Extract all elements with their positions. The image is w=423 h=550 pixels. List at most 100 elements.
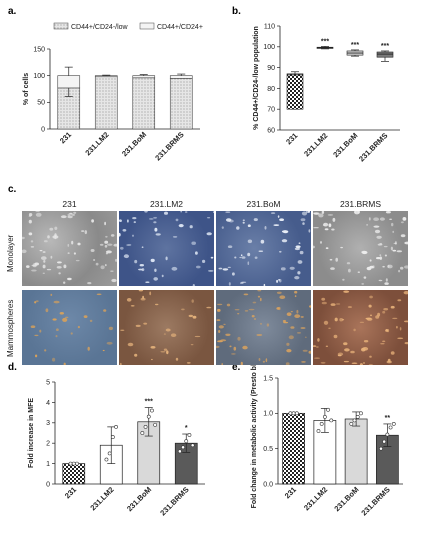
cell-speck: [299, 250, 304, 255]
cell-speck: [400, 234, 406, 238]
cell-speck: [294, 314, 301, 318]
cell-speck: [308, 229, 311, 233]
cell-speck: [304, 336, 307, 338]
significance-label: **: [385, 415, 391, 422]
cell-speck: [149, 291, 152, 296]
cell-speck: [285, 362, 290, 365]
cell-speck: [153, 216, 157, 219]
cell-speck: [155, 233, 161, 236]
cell-speck: [288, 335, 294, 340]
cell-speck: [192, 284, 195, 286]
cell-speck: [161, 274, 164, 278]
cell-speck: [302, 222, 305, 225]
data-point: [349, 422, 354, 426]
col-label-231-lm2: 231.LM2: [149, 199, 184, 209]
cell-speck: [186, 362, 191, 364]
cell-speck: [242, 221, 245, 224]
cell-speck: [105, 235, 108, 238]
cell-speck: [35, 300, 39, 303]
cell-speck: [295, 245, 301, 249]
cell-speck: [286, 312, 292, 316]
cell-speck: [343, 342, 348, 346]
x-tick-label: 231.BoM: [120, 130, 148, 158]
col-label-231-brms: 231.BRMS: [339, 199, 382, 209]
cell-speck: [141, 268, 145, 272]
cell-speck: [330, 303, 336, 306]
cell-speck: [218, 325, 224, 329]
cell-speck: [234, 256, 237, 259]
micrograph-mammospheres-231: [22, 290, 117, 365]
cell-speck: [320, 361, 326, 364]
cell-speck: [258, 358, 261, 361]
cell-speck: [321, 211, 325, 214]
y-tick-label: 1.5: [263, 375, 273, 382]
micrograph-mammospheres-231-brms: [313, 290, 408, 365]
x-tick-label: 231.BRMS: [158, 485, 190, 517]
cell-speck: [140, 297, 146, 301]
cell-speck: [58, 272, 61, 275]
cell-speck: [77, 242, 81, 246]
cell-speck: [70, 332, 73, 335]
cell-speck: [247, 239, 253, 244]
cell-speck: [170, 333, 177, 337]
cell-speck: [213, 211, 214, 213]
cell-speck: [67, 252, 70, 254]
cell-speck: [210, 256, 214, 259]
cell-speck: [368, 363, 373, 365]
cell-speck: [126, 298, 132, 302]
cell-speck: [260, 239, 265, 244]
cell-speck: [379, 254, 382, 257]
cell-speck: [276, 291, 282, 294]
cell-speck: [392, 249, 397, 252]
cell-speck: [135, 324, 141, 327]
cell-speck: [256, 334, 263, 336]
cell-speck: [379, 217, 385, 221]
cell-speck: [105, 250, 112, 254]
cell-speck: [132, 217, 137, 220]
cell-speck: [280, 267, 286, 271]
cell-speck: [273, 224, 280, 226]
cell-speck: [317, 338, 320, 342]
data-point: [355, 414, 360, 419]
data-point: [190, 443, 195, 448]
cell-speck: [369, 355, 372, 358]
cell-speck: [217, 340, 223, 343]
cell-speck: [28, 232, 33, 236]
cell-speck: [266, 323, 270, 327]
cell-speck: [75, 259, 80, 262]
cell-speck: [42, 264, 46, 269]
significance-label: ***: [145, 399, 153, 406]
cell-speck: [242, 345, 248, 350]
cell-speck: [327, 214, 334, 216]
col-label-231-bom: 231.BoM: [246, 199, 281, 209]
cell-speck: [253, 318, 257, 320]
cell-speck: [221, 226, 224, 229]
x-tick-label: 231.LM2: [83, 130, 110, 157]
cell-speck: [391, 222, 394, 227]
cell-speck: [90, 249, 95, 252]
cell-speck: [301, 361, 306, 363]
row-label-monolayer: Monolayer: [6, 234, 15, 272]
cell-speck: [217, 303, 223, 306]
cell-speck: [102, 349, 105, 352]
cell-speck: [110, 270, 114, 272]
panel-e-letter: e.: [232, 362, 241, 373]
cell-speck: [325, 247, 329, 250]
cell-speck: [52, 235, 59, 239]
y-tick-label: 4: [46, 400, 50, 407]
cell-speck: [248, 308, 255, 311]
cell-speck: [190, 344, 194, 346]
cell-speck: [43, 260, 46, 263]
micrograph-texture: [22, 211, 117, 285]
cell-speck: [122, 229, 127, 232]
x-tick-label: 231.BRMS: [153, 130, 185, 162]
cell-speck: [337, 352, 344, 356]
cell-speck: [353, 328, 356, 332]
cell-speck: [294, 247, 300, 251]
cell-speck: [309, 305, 311, 308]
data-point: [294, 411, 299, 416]
cell-speck: [344, 348, 350, 352]
cell-speck: [119, 219, 122, 222]
y-tick-label: 80: [267, 86, 275, 93]
data-point: [107, 451, 112, 456]
